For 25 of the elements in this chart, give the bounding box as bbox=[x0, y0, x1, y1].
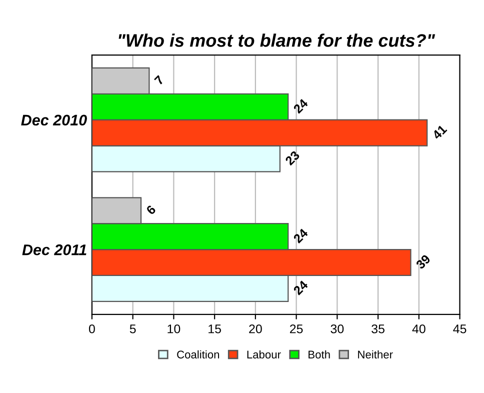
x-tick-label: 10 bbox=[168, 324, 180, 334]
data-label: 24 bbox=[292, 228, 308, 244]
x-tick-label: 20 bbox=[249, 324, 262, 334]
x-tick-label: 45 bbox=[453, 324, 466, 334]
x-tick-label: 40 bbox=[412, 324, 426, 334]
data-label: 41 bbox=[432, 124, 448, 140]
data-label: 23 bbox=[284, 150, 300, 166]
x-tick-label: 5 bbox=[130, 324, 136, 334]
legend-label: Labour bbox=[247, 350, 281, 358]
y-tick-label: Dec 2011 bbox=[22, 244, 86, 256]
x-tick-label: 25 bbox=[290, 324, 303, 334]
chart-title: "Who is most to blame for the cuts?" bbox=[118, 34, 436, 47]
data-label: 24 bbox=[292, 280, 308, 296]
y-tick-label: Dec 2010 bbox=[21, 114, 87, 126]
x-tick-label: 30 bbox=[330, 324, 344, 334]
legend-label: Neither bbox=[358, 350, 393, 358]
x-tick-label: 0 bbox=[88, 324, 95, 334]
data-label: 24 bbox=[292, 98, 308, 114]
legend-label: Both bbox=[308, 350, 330, 358]
data-label: 39 bbox=[415, 254, 431, 270]
x-tick-label: 15 bbox=[208, 324, 221, 334]
data-label: 6 bbox=[146, 204, 156, 216]
legend-label: Coalition bbox=[177, 350, 220, 358]
x-tick-label: 35 bbox=[372, 324, 384, 334]
data-label: 7 bbox=[154, 75, 164, 86]
